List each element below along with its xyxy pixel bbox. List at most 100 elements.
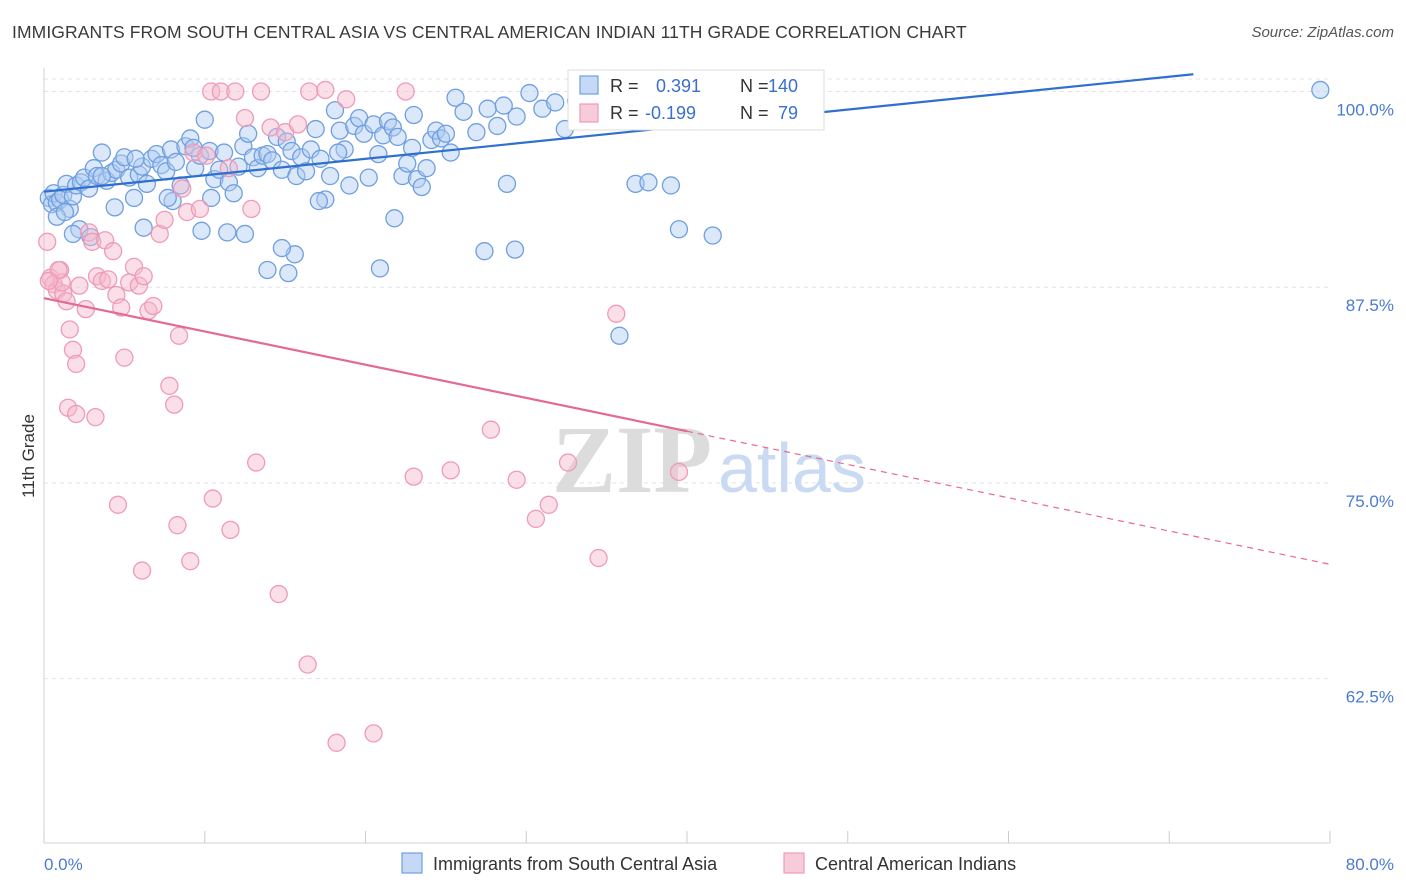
point-south-central-asia	[475, 242, 494, 261]
point-south-central-asia	[488, 116, 507, 136]
point-central-american-indians	[115, 348, 134, 367]
point-central-american-indians	[63, 340, 83, 359]
point-central-american-indians	[67, 354, 86, 374]
point-south-central-asia	[320, 166, 340, 186]
point-central-american-indians	[70, 276, 89, 295]
x-tick-labels: 0.0% 80.0%	[44, 855, 1394, 874]
point-south-central-asia	[402, 138, 422, 157]
stats-r-label-pink: R =	[610, 103, 639, 123]
point-south-central-asia	[309, 191, 329, 211]
stats-r-value-pink: -0.199	[645, 103, 696, 123]
point-south-central-asia	[287, 166, 306, 186]
point-south-central-asia	[316, 190, 335, 209]
point-south-central-asia	[404, 105, 423, 125]
stats-swatch-blue	[579, 75, 599, 95]
point-south-central-asia	[369, 144, 388, 164]
x-tick-label-min: 0.0%	[44, 855, 83, 874]
point-south-central-asia	[158, 188, 177, 208]
point-central-american-indians	[589, 548, 608, 568]
point-south-central-asia	[354, 124, 374, 143]
point-south-central-asia	[105, 198, 124, 217]
point-central-american-indians	[211, 82, 230, 101]
point-south-central-asia	[306, 119, 325, 139]
point-south-central-asia	[279, 263, 298, 283]
point-south-central-asia	[494, 96, 513, 115]
point-central-american-indians	[288, 115, 308, 134]
x-ticks	[43, 831, 1331, 843]
point-south-central-asia	[55, 202, 75, 222]
point-central-american-indians	[300, 82, 319, 101]
point-central-american-indians	[197, 146, 216, 165]
point-central-american-indians	[112, 298, 131, 317]
point-central-american-indians	[558, 453, 578, 472]
stats-n-value-pink: 79	[778, 103, 798, 123]
point-central-american-indians	[129, 276, 148, 295]
point-central-american-indians	[155, 210, 174, 230]
point-south-central-asia	[134, 218, 153, 237]
point-south-central-asia	[195, 110, 214, 129]
watermark-atlas: atlas	[718, 429, 866, 507]
point-central-american-indians	[86, 407, 105, 427]
point-central-american-indians	[108, 495, 128, 514]
point-south-central-asia	[703, 226, 722, 245]
point-south-central-asia	[388, 127, 407, 147]
stats-swatch-pink	[579, 103, 599, 123]
stats-box: R = 0.391 N = 140 R = -0.199 N = 79	[567, 69, 825, 131]
point-central-american-indians	[168, 516, 187, 535]
point-central-american-indians	[396, 82, 415, 101]
point-south-central-asia	[669, 220, 689, 239]
point-central-american-indians	[441, 461, 460, 480]
y-tick-label: 75.0%	[1346, 492, 1394, 511]
point-central-american-indians	[124, 257, 144, 276]
chart-title: IMMIGRANTS FROM SOUTH CENTRAL ASIA VS CE…	[12, 22, 967, 42]
point-central-american-indians	[298, 655, 317, 674]
point-south-central-asia	[87, 166, 107, 186]
point-south-central-asia	[296, 162, 316, 181]
point-south-central-asia	[235, 224, 255, 244]
point-central-american-indians	[481, 420, 501, 439]
point-central-american-indians	[99, 270, 118, 289]
point-central-american-indians	[607, 304, 626, 323]
y-tick-label: 87.5%	[1346, 296, 1394, 315]
point-central-american-indians	[132, 561, 152, 580]
point-south-central-asia	[325, 101, 345, 120]
point-south-central-asia	[446, 88, 465, 107]
y-tick-labels: 62.5% 75.0% 87.5% 100.0%	[1336, 100, 1394, 706]
point-south-central-asia	[166, 152, 185, 172]
point-south-central-asia	[441, 143, 460, 162]
point-south-central-asia	[126, 149, 145, 168]
point-south-central-asia	[258, 260, 277, 280]
trend-line-blue	[43, 73, 1194, 193]
point-central-american-indians	[181, 552, 200, 571]
point-central-american-indians	[235, 108, 255, 128]
legend-label-pink: Central American Indians	[815, 854, 1016, 874]
point-central-american-indians	[261, 118, 280, 137]
point-central-american-indians	[92, 271, 112, 291]
point-south-central-asia	[92, 143, 112, 162]
point-central-american-indians	[190, 199, 210, 219]
point-south-central-asia	[417, 159, 436, 178]
stats-box-frame	[567, 69, 825, 131]
point-central-american-indians	[173, 179, 192, 198]
point-south-central-asia	[412, 177, 431, 197]
point-south-central-asia	[497, 174, 517, 194]
point-south-central-asia	[224, 184, 243, 203]
point-south-central-asia	[202, 188, 221, 208]
point-south-central-asia	[63, 224, 83, 244]
trend-line-pink	[43, 297, 688, 433]
point-central-american-indians	[327, 733, 346, 752]
x-tick-label-max: 80.0%	[1346, 855, 1394, 874]
point-central-american-indians	[134, 267, 153, 286]
point-south-central-asia	[467, 123, 486, 142]
point-central-american-indians	[404, 467, 423, 486]
point-central-american-indians	[202, 82, 221, 101]
point-central-american-indians	[242, 199, 261, 219]
point-central-american-indians	[160, 376, 179, 395]
point-central-american-indians	[103, 242, 123, 261]
point-central-american-indians	[221, 520, 240, 540]
point-south-central-asia	[507, 107, 526, 126]
point-central-american-indians	[251, 82, 271, 101]
point-central-american-indians	[539, 495, 558, 514]
stats-n-label-pink: N =	[740, 103, 769, 123]
